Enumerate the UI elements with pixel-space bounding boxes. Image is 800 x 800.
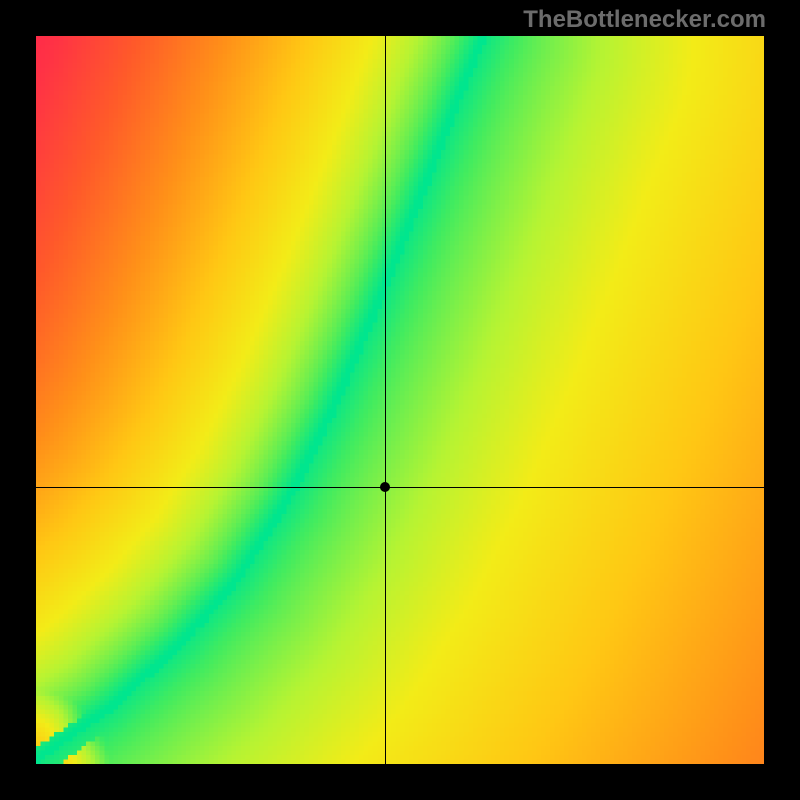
crosshair-horizontal: [36, 487, 764, 488]
crosshair-vertical: [385, 36, 386, 764]
bottleneck-heatmap: [36, 36, 764, 764]
watermark-text: TheBottlenecker.com: [523, 6, 766, 34]
chart-container: TheBottlenecker.com: [0, 0, 800, 800]
